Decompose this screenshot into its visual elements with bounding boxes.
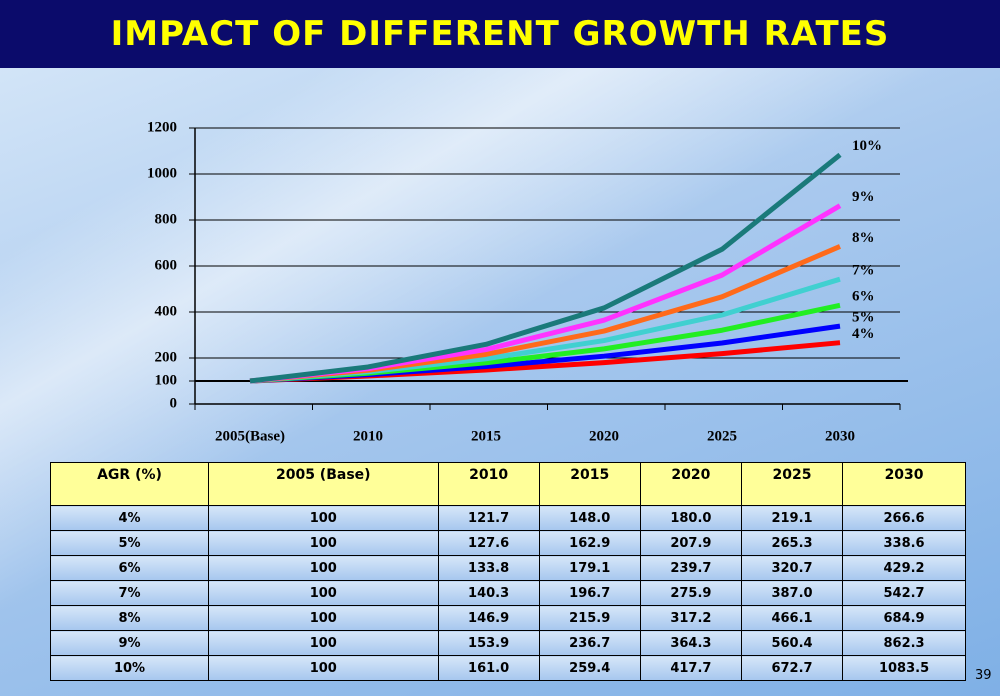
- table-cell: 146.9: [438, 606, 539, 631]
- header-cell: 2025: [741, 463, 842, 506]
- table-cell: 417.7: [640, 656, 741, 681]
- table-cell: 153.9: [438, 631, 539, 656]
- x-tick-label: 2020: [589, 428, 619, 444]
- table-cell: 317.2: [640, 606, 741, 631]
- table-cell: 338.6: [843, 531, 966, 556]
- y-tick-label: 800: [155, 211, 178, 227]
- table-cell: 133.8: [438, 556, 539, 581]
- table-cell: 5%: [51, 531, 209, 556]
- y-tick-label: 0: [170, 395, 178, 411]
- y-tick-label: 1200: [147, 119, 177, 135]
- series-label: 7%: [852, 263, 875, 279]
- table-cell: 10%: [51, 656, 209, 681]
- series-label: 10%: [852, 138, 882, 154]
- table-cell: 236.7: [539, 631, 640, 656]
- y-tick-label: 200: [155, 349, 178, 365]
- y-tick-label: 1000: [147, 165, 177, 181]
- header-cell: 2005 (Base): [209, 463, 439, 506]
- table-cell: 259.4: [539, 656, 640, 681]
- table-cell: 466.1: [741, 606, 842, 631]
- table-cell: 429.2: [843, 556, 966, 581]
- table-cell: 179.1: [539, 556, 640, 581]
- table-cell: 100: [209, 581, 439, 606]
- table-cell: 8%: [51, 606, 209, 631]
- y-tick-label: 600: [155, 257, 178, 273]
- table-cell: 100: [209, 531, 439, 556]
- table-cell: 4%: [51, 506, 209, 531]
- table-cell: 684.9: [843, 606, 966, 631]
- table-cell: 161.0: [438, 656, 539, 681]
- header-cell: 2015: [539, 463, 640, 506]
- table-cell: 219.1: [741, 506, 842, 531]
- x-tick-label: 2010: [353, 428, 383, 444]
- table-cell: 100: [209, 656, 439, 681]
- header-cell: 2030: [843, 463, 966, 506]
- table-cell: 560.4: [741, 631, 842, 656]
- y-tick-label: 400: [155, 303, 178, 319]
- table-cell: 140.3: [438, 581, 539, 606]
- series-label: 6%: [852, 289, 875, 305]
- table-cell: 100: [209, 506, 439, 531]
- table-cell: 672.7: [741, 656, 842, 681]
- x-tick-label: 2005(Base): [215, 428, 285, 444]
- table-cell: 6%: [51, 556, 209, 581]
- header-cell: 2020: [640, 463, 741, 506]
- y-tick-label: 100: [155, 372, 178, 388]
- table-cell: 162.9: [539, 531, 640, 556]
- table-cell: 266.6: [843, 506, 966, 531]
- table-cell: 387.0: [741, 581, 842, 606]
- table-cell: 215.9: [539, 606, 640, 631]
- table-cell: 1083.5: [843, 656, 966, 681]
- table-cell: 239.7: [640, 556, 741, 581]
- table-cell: 100: [209, 606, 439, 631]
- table-cell: 148.0: [539, 506, 640, 531]
- table-cell: 121.7: [438, 506, 539, 531]
- table-cell: 320.7: [741, 556, 842, 581]
- table-cell: 127.6: [438, 531, 539, 556]
- table-cell: 180.0: [640, 506, 741, 531]
- table-cell: 275.9: [640, 581, 741, 606]
- series-label: 8%: [852, 230, 875, 246]
- table-cell: 542.7: [843, 581, 966, 606]
- table-cell: 100: [209, 631, 439, 656]
- header-cell: 2010: [438, 463, 539, 506]
- table-cell: 9%: [51, 631, 209, 656]
- table-cell: 7%: [51, 581, 209, 606]
- table-cell: 196.7: [539, 581, 640, 606]
- table-cell: 364.3: [640, 631, 741, 656]
- series-label: 4%: [852, 326, 875, 342]
- table-cell: 265.3: [741, 531, 842, 556]
- table-cell: 207.9: [640, 531, 741, 556]
- header-cell: AGR (%): [51, 463, 209, 506]
- series-label: 5%: [852, 310, 875, 326]
- series-label: 9%: [852, 189, 875, 205]
- series-line: [250, 155, 840, 381]
- table-cell: 100: [209, 556, 439, 581]
- x-tick-label: 2015: [471, 428, 501, 444]
- x-tick-label: 2025: [707, 428, 737, 444]
- slide: IMPACT OF DIFFERENT GROWTH RATES 0100200…: [0, 0, 1000, 696]
- table-cell: 862.3: [843, 631, 966, 656]
- x-tick-label: 2030: [825, 428, 855, 444]
- page-number: 39: [975, 668, 992, 683]
